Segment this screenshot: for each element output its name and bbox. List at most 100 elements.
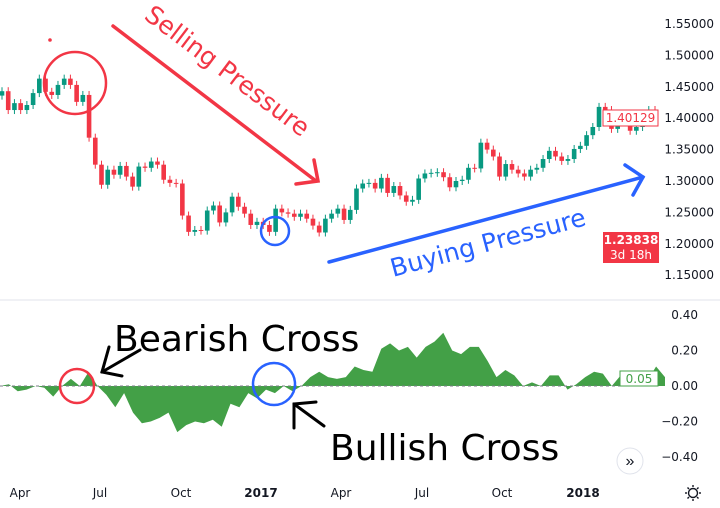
- price-tick: 1.30000: [664, 174, 714, 188]
- time-tick: Oct: [171, 486, 192, 500]
- candle: [167, 179, 173, 183]
- candle: [478, 142, 484, 169]
- double-chevron-right-icon: »: [626, 453, 635, 470]
- candle: [416, 178, 421, 200]
- candle: [522, 173, 527, 177]
- candle: [484, 142, 490, 150]
- candle: [236, 196, 241, 207]
- candle: [192, 229, 198, 232]
- candle: [466, 167, 471, 180]
- candle: [472, 167, 477, 169]
- candle: [5, 91, 11, 111]
- price-tick: 1.15000: [664, 268, 714, 282]
- candle: [329, 213, 334, 219]
- candle: [515, 169, 521, 174]
- candle: [347, 209, 353, 220]
- indicator-value-box: [619, 370, 659, 387]
- candle: [68, 78, 73, 85]
- candle: [546, 150, 552, 160]
- indicator-layer: [0, 332, 665, 433]
- bearish-cross-label: Bearish Cross: [114, 319, 359, 360]
- candle: [74, 84, 79, 102]
- time-tick: Oct: [492, 486, 513, 500]
- indicator-axis[interactable]: 0.40 0.20 0.00 −0.20 −0.40: [661, 308, 698, 464]
- candle: [186, 215, 191, 232]
- candle: [37, 78, 42, 94]
- candle: [634, 126, 639, 131]
- candle: [578, 145, 583, 149]
- candle: [422, 173, 428, 179]
- candle: [291, 213, 297, 217]
- candle: [410, 199, 415, 202]
- scroll-to-realtime-button[interactable]: »: [616, 447, 644, 475]
- last-price-label: 1.40129: [606, 111, 656, 125]
- candle: [211, 205, 216, 211]
- indicator-tick: −0.20: [661, 415, 698, 429]
- price-tick: 1.50000: [664, 48, 714, 62]
- candle: [86, 94, 92, 138]
- countdown-box: [603, 232, 659, 263]
- candle: [341, 208, 347, 220]
- candle: [99, 164, 104, 185]
- candle: [534, 167, 540, 170]
- time-tick: Apr: [331, 486, 352, 500]
- candle: [316, 225, 322, 233]
- candle: [323, 218, 328, 233]
- candle: [229, 196, 235, 213]
- candle: [273, 208, 278, 232]
- candle: [509, 164, 515, 170]
- candle: [148, 161, 154, 168]
- candle: [117, 165, 123, 175]
- candle: [497, 156, 502, 177]
- candle: [298, 213, 303, 217]
- candle: [391, 186, 397, 193]
- last-price-box: [602, 109, 659, 127]
- candle: [223, 212, 229, 223]
- candle: [435, 172, 440, 174]
- candle: [30, 93, 36, 106]
- candle: [130, 176, 135, 187]
- candle: [155, 161, 160, 165]
- candle: [565, 159, 571, 161]
- candle: [310, 218, 316, 226]
- bearish-arrow: [100, 345, 142, 378]
- candle: [254, 221, 260, 225]
- candle: [49, 91, 55, 95]
- gear-icon[interactable]: [685, 485, 701, 501]
- candle: [590, 126, 596, 136]
- candle: [447, 177, 453, 188]
- candle: [161, 164, 166, 180]
- candle: [61, 78, 67, 85]
- candle: [360, 183, 366, 189]
- price-axis[interactable]: 1.55000 1.50000 1.45000 1.40000 1.35000 1.300…: [664, 17, 714, 282]
- price-tick: 1.25000: [664, 205, 714, 219]
- candle: [571, 148, 577, 160]
- countdown-time: 3d 18h: [610, 248, 652, 262]
- candle: [385, 177, 390, 193]
- candle: [559, 156, 565, 161]
- buying-arrow: [327, 163, 646, 264]
- price-tick: 1.40000: [664, 111, 714, 125]
- price-tick: 1.20000: [664, 237, 714, 251]
- indicator-value-label: 0.05: [626, 372, 653, 386]
- candle: [242, 206, 247, 214]
- time-axis[interactable]: Apr Jul Oct 2017 Apr Jul Oct 2018: [10, 486, 600, 500]
- bullish-arrow: [292, 400, 326, 430]
- candle: [397, 186, 403, 196]
- candle: [173, 182, 179, 184]
- time-tick: Apr: [10, 486, 31, 500]
- selling-pressure-label: Selling Pressure: [139, 0, 315, 142]
- bottom-blue-circle: [259, 215, 291, 247]
- time-tick: Jul: [414, 486, 429, 500]
- candle: [204, 210, 210, 231]
- candle: [491, 149, 496, 157]
- candle: [441, 172, 446, 178]
- indicator-area: [0, 332, 665, 433]
- candle: [105, 169, 111, 185]
- top-red-circle: [42, 50, 108, 116]
- price-tick: 1.55000: [664, 17, 714, 31]
- candle: [24, 105, 30, 111]
- time-tick: 2018: [566, 486, 599, 500]
